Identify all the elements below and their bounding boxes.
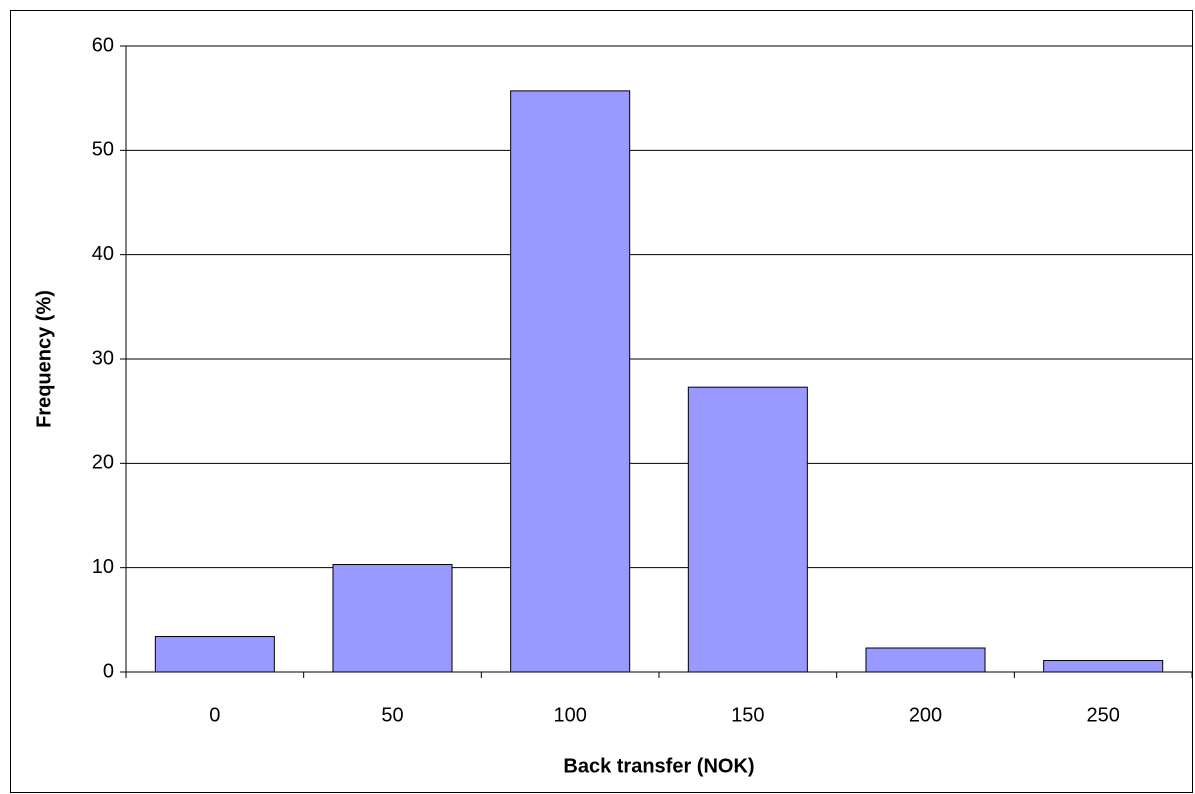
bar [510,90,631,673]
bar [687,386,808,673]
y-tick-label: 0 [103,660,114,682]
y-tick-label: 50 [92,139,114,161]
y-tick-label: 10 [92,556,114,578]
x-tick-label: 50 [381,704,403,726]
x-tick-label: 150 [731,704,764,726]
y-tick-label: 30 [92,347,114,369]
y-tick-label: 40 [92,243,114,265]
y-tick-label: 60 [92,34,114,56]
bar [865,647,986,673]
bar [154,636,275,673]
x-axis-title: Back transfer (NOK) [563,755,754,777]
x-tick-label: 250 [1086,704,1119,726]
y-axis-title: Frequency (%) [33,290,55,428]
x-tick-label: 100 [553,704,586,726]
x-tick-label: 200 [909,704,942,726]
bar [332,564,453,673]
x-tick-label: 0 [209,704,220,726]
y-tick-label: 20 [92,452,114,474]
bar [1043,660,1164,673]
